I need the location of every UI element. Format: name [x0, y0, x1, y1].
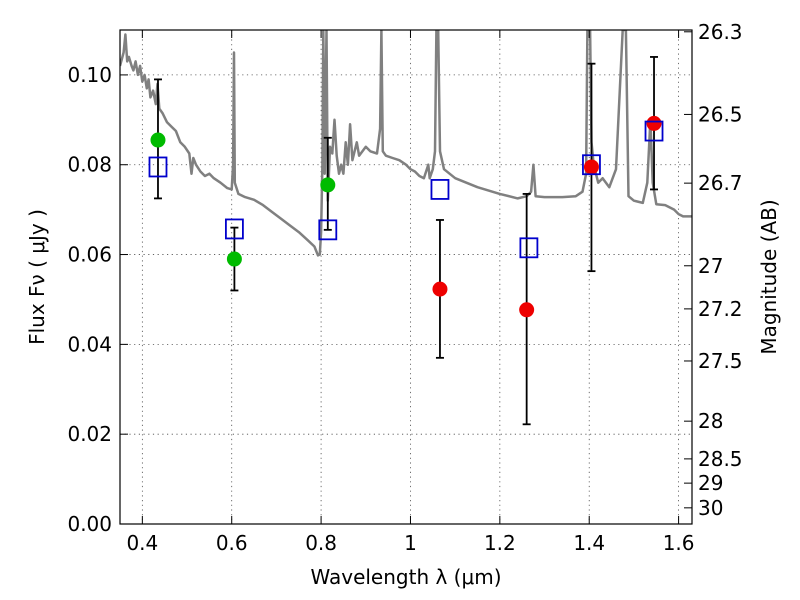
y-tick-label: 0.04: [67, 332, 112, 356]
red-point: [432, 281, 448, 297]
x-tick-label: 1.2: [484, 531, 516, 555]
model-square: [582, 154, 601, 176]
red-point: [646, 115, 662, 131]
x-tick-label: 0.4: [126, 531, 158, 555]
green-point: [226, 251, 242, 267]
right-tick-label: 26.3: [698, 20, 743, 44]
error-bars: [153, 56, 659, 426]
right-tick-label: 27: [698, 254, 723, 278]
model-square: [318, 219, 338, 241]
green-point: [150, 132, 166, 148]
spectrum-line: [120, 30, 692, 257]
plot-frame: [119, 29, 693, 525]
right-tick-label: 26.5: [698, 102, 743, 126]
x-tick-label: 1.6: [663, 531, 695, 555]
model-square: [224, 218, 244, 240]
y-tick-label: 0.08: [67, 153, 112, 177]
right-tick-label: 27.2: [698, 297, 743, 321]
y-axis-title: Flux Fν ( μJy ): [25, 209, 49, 345]
model-square: [644, 120, 664, 142]
x-tick-label: 1: [404, 531, 417, 555]
y-tick-label: 0.06: [67, 243, 112, 267]
x-axis-title: Wavelength λ (μm): [310, 565, 501, 589]
y-tick-label: 0.00: [67, 512, 112, 536]
y-tick-label: 0.02: [67, 422, 112, 446]
right-axis-title: Magnitude (AB): [757, 199, 781, 354]
green-point: [320, 177, 336, 193]
red-point: [519, 302, 535, 318]
red-point: [583, 159, 599, 175]
data-markers: [148, 115, 664, 318]
right-tick-label: 30: [698, 496, 723, 520]
model-square: [519, 237, 539, 259]
y-tick-label: 0.10: [67, 63, 112, 87]
right-tick-label: 28.5: [698, 447, 743, 471]
axis-ticks: 0.4 0.6 0.8 1 1.2 1.4 1.6 0.00 0.02 0.04 0.06 0.08 0…: [67, 20, 742, 555]
x-tick-label: 1.4: [573, 531, 605, 555]
right-tick-label: 26.7: [698, 171, 743, 195]
right-tick-label: 29: [698, 471, 723, 495]
grid-lines: [120, 30, 692, 524]
model-square: [148, 156, 168, 178]
right-tick-label: 27.5: [698, 349, 743, 373]
x-tick-label: 0.6: [216, 531, 248, 555]
model-square: [430, 179, 450, 200]
x-tick-label: 0.8: [305, 531, 337, 555]
right-tick-label: 28: [698, 409, 723, 433]
spectrum-layer: [120, 30, 692, 257]
